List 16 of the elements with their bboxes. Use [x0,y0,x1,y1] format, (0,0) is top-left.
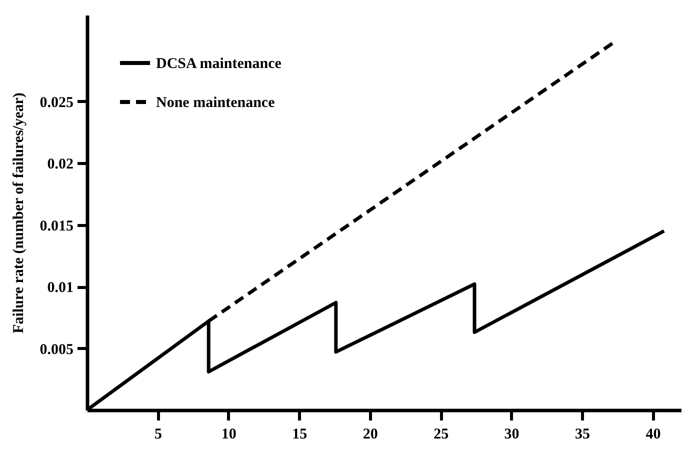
y-tick-label: 0.025 [40,94,74,111]
y-tick-label: 0.005 [40,342,74,358]
y-tick-label: 0.02 [47,156,74,173]
x-tick-label: 25 [434,426,449,442]
x-tick-label: 30 [504,426,520,442]
x-tick-label: 20 [362,426,378,442]
legend-label: None maintenance [156,95,276,111]
x-tick-label: 35 [575,426,590,442]
x-tick-label: 40 [646,426,661,442]
y-tick-label: 0.01 [47,280,74,296]
x-tick-label: 10 [221,426,236,442]
y-axis-title: Failure rate (number of failures/year) [10,92,27,334]
y-tick-label: 0.015 [40,218,74,234]
x-tick-label: 15 [292,426,308,442]
legend-label: DCSA maintenance [156,56,282,72]
x-tick-label: 5 [154,426,162,442]
